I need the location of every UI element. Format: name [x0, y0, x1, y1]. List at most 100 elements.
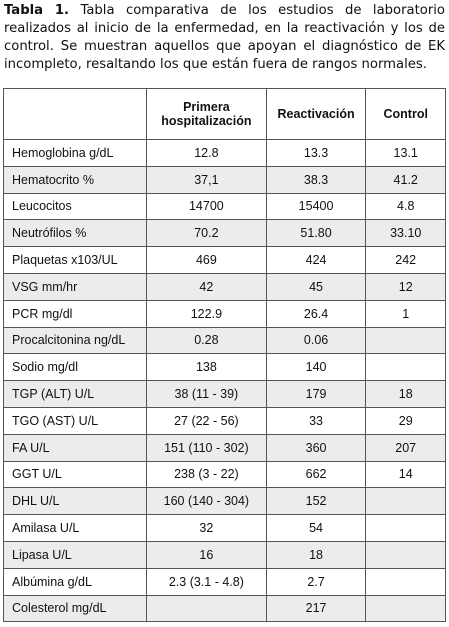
row-label: VSG mm/hr	[4, 273, 148, 301]
row-label: Procalcitonina ng/dL	[4, 327, 148, 355]
table-row: Hematocrito % 37,1 38.3 41.2	[4, 166, 445, 194]
cell: 207	[366, 434, 445, 462]
header-cell: Reactivación	[266, 89, 367, 140]
cell: 424	[266, 247, 367, 274]
table-row: Sodio mg/dl 138 140	[4, 354, 445, 382]
row-label: Hemoglobina g/dL	[4, 140, 148, 167]
cell: 14	[366, 462, 445, 489]
cell: 18	[366, 381, 445, 408]
cell: 70.2	[147, 220, 267, 248]
cell: 217	[266, 595, 367, 622]
cell: 42	[147, 273, 267, 301]
table-row: GGT U/L 238 (3 - 22) 662 14	[4, 461, 445, 489]
cell: 51.80	[266, 220, 367, 248]
cell: 41.2	[366, 166, 445, 194]
cell: 0.06	[266, 327, 367, 355]
cell: 2.3 (3.1 - 4.8)	[147, 568, 267, 596]
cell: 12	[366, 273, 445, 301]
cell	[366, 327, 445, 355]
table-row: Albúmina g/dL 2.3 (3.1 - 4.8) 2.7	[4, 568, 445, 596]
table-row: TGP (ALT) U/L 38 (11 - 39) 179 18	[4, 381, 445, 408]
table-row: Hemoglobina g/dL 12.8 13.3 13.1	[4, 140, 445, 167]
cell	[366, 354, 445, 382]
table-row: Plaquetas x103/UL 469 424 242	[4, 247, 445, 274]
caption: Tabla 1. Tabla comparativa de los estudi…	[4, 2, 445, 74]
cell: 15400	[266, 193, 367, 221]
caption-label: Tabla 1.	[4, 3, 70, 18]
table-row: Amilasa U/L 32 54	[4, 515, 445, 542]
header-cell	[4, 89, 148, 140]
cell: 26.4	[266, 300, 367, 328]
cell: 38.3	[266, 166, 367, 194]
cell: 242	[366, 247, 445, 274]
cell: 4.8	[366, 194, 445, 221]
caption-text: Tabla comparativa de los estudios de lab…	[4, 3, 445, 72]
cell: 33.10	[366, 220, 445, 248]
cell	[366, 515, 445, 542]
cell: 138	[147, 354, 267, 382]
table-row: FA U/L 151 (110 - 302) 360 207	[4, 434, 445, 462]
row-label: Albúmina g/dL	[4, 568, 148, 596]
cell: 122.9	[147, 300, 267, 328]
header-cell: Control	[366, 89, 445, 140]
table-row: TGO (AST) U/L 27 (22 - 56) 33 29	[4, 407, 445, 435]
row-label: DHL U/L	[4, 488, 148, 516]
cell: 662	[266, 461, 367, 489]
lab-table: Primera hospitalización Reactivación Contr…	[3, 88, 446, 623]
cell: 14700	[147, 193, 267, 221]
cell: 45	[266, 273, 367, 301]
cell: 12.8	[147, 140, 267, 167]
table-row: VSG mm/hr 42 45 12	[4, 273, 445, 301]
cell: 27 (22 - 56)	[147, 407, 267, 435]
row-label: TGP (ALT) U/L	[4, 381, 148, 408]
cell: 38 (11 - 39)	[147, 381, 267, 408]
row-label: Neutrófilos %	[4, 220, 148, 248]
cell: 152	[266, 488, 367, 516]
cell: 1	[366, 301, 445, 328]
header-row: Primera hospitalización Reactivación Contr…	[4, 89, 445, 140]
cell: 16	[147, 541, 267, 569]
cell: 2.7	[266, 568, 367, 596]
cell: 140	[266, 354, 367, 382]
row-label: Lipasa U/L	[4, 541, 148, 569]
cell: 238 (3 - 22)	[147, 461, 267, 489]
row-label: Sodio mg/dl	[4, 354, 148, 382]
cell	[366, 541, 445, 569]
table-row: Colesterol mg/dL 217	[4, 595, 445, 622]
cell: 469	[147, 247, 267, 274]
table-body: Hemoglobina g/dL 12.8 13.3 13.1 Hematocrito …	[4, 140, 445, 622]
cell: 13.1	[366, 140, 445, 167]
row-label: TGO (AST) U/L	[4, 407, 148, 435]
cell: 179	[266, 381, 367, 408]
row-label: PCR mg/dl	[4, 300, 148, 328]
table-row: DHL U/L 160 (140 - 304) 152	[4, 488, 445, 516]
cell: 160 (140 - 304)	[147, 488, 267, 516]
table-row: PCR mg/dl 122.9 26.4 1	[4, 300, 445, 328]
row-label: FA U/L	[4, 434, 148, 462]
cell: 54	[266, 515, 367, 542]
cell	[366, 488, 445, 516]
cell: 29	[366, 408, 445, 435]
table-row: Lipasa U/L 16 18	[4, 541, 445, 569]
cell: 33	[266, 407, 367, 435]
table-row: Leucocitos 14700 15400 4.8	[4, 193, 445, 221]
row-label: Amilasa U/L	[4, 515, 148, 542]
row-label: Hematocrito %	[4, 166, 148, 194]
cell: 0.28	[147, 327, 267, 355]
cell: 32	[147, 515, 267, 542]
header-cell: Primera hospitalización	[147, 89, 267, 140]
row-label: Plaquetas x103/UL	[4, 247, 148, 274]
cell: 18	[266, 541, 367, 569]
table-row: Procalcitonina ng/dL 0.28 0.06	[4, 327, 445, 355]
row-label: GGT U/L	[4, 461, 148, 489]
cell	[366, 595, 445, 622]
cell	[366, 569, 445, 596]
cell	[147, 595, 267, 622]
row-label: Leucocitos	[4, 193, 148, 221]
row-label: Colesterol mg/dL	[4, 595, 148, 622]
cell: 360	[266, 434, 367, 462]
cell: 37,1	[147, 166, 267, 194]
cell: 13.3	[266, 140, 367, 167]
cell: 151 (110 - 302)	[147, 434, 267, 462]
